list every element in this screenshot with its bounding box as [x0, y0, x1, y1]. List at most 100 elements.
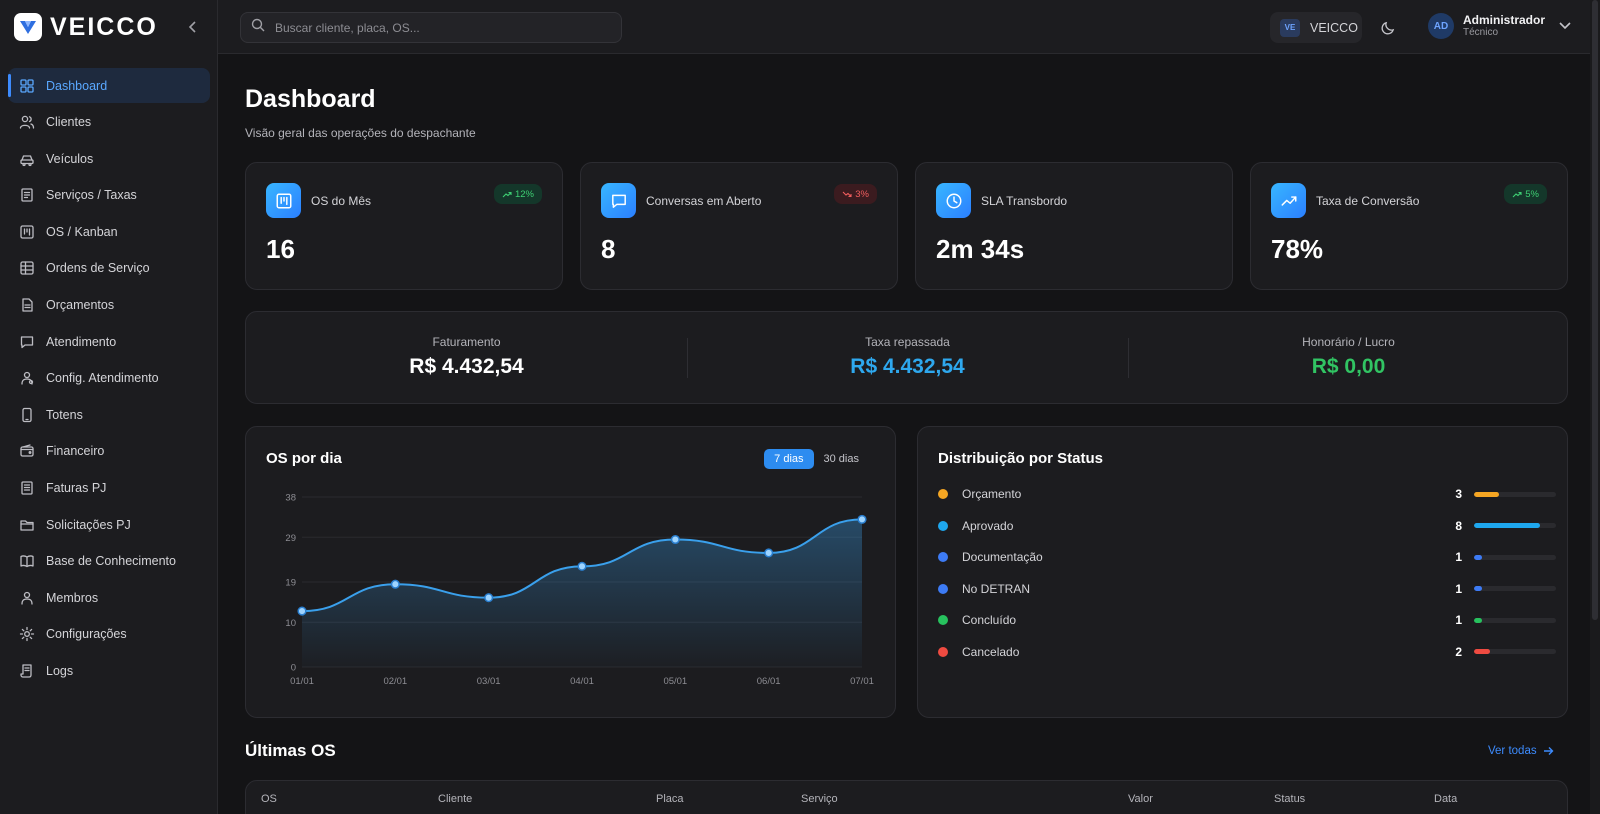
status-dot	[938, 615, 948, 625]
scrollbar-thumb[interactable]	[1592, 0, 1598, 620]
status-count: 8	[1455, 518, 1462, 533]
sidebar-item-label: Ordens de Serviço	[46, 261, 150, 276]
sidebar-item-totens[interactable]: Totens	[8, 397, 210, 432]
status-count: 1	[1455, 613, 1462, 627]
data-point	[670, 534, 680, 545]
sidebar-item-financeiro[interactable]: Financeiro	[8, 434, 210, 469]
sidebar-item-atendimento[interactable]: Atendimento	[8, 324, 210, 359]
column-header-status[interactable]: Status	[1274, 793, 1306, 805]
data-point	[764, 548, 774, 558]
column-header-cliente[interactable]: Cliente	[438, 793, 473, 805]
kpi-card-sla-transbordo: SLA Transbordo 2m 34s	[915, 162, 1233, 290]
sidebar-item-ordens-de-servico[interactable]: Ordens de Serviço	[8, 251, 210, 286]
sidebar-item-logs[interactable]: Logs	[8, 654, 210, 689]
sidebar-item-configuracoes[interactable]: Configurações	[8, 617, 210, 652]
sidebar-item-os-kanban[interactable]: OS / Kanban	[8, 214, 210, 249]
tablet-icon	[18, 406, 36, 424]
avatar: AD	[1428, 13, 1454, 39]
status-count: 2	[1455, 644, 1462, 659]
sidebar-item-solicitacoes-pj[interactable]: Solicitações PJ	[8, 507, 210, 542]
see-all-link[interactable]: Ver todas	[1488, 745, 1554, 757]
y-tick-label: 10	[285, 618, 296, 629]
kanban-icon	[266, 183, 301, 218]
users-icon	[18, 113, 36, 131]
status-bar	[1474, 491, 1556, 497]
user-name: Administrador	[1463, 13, 1546, 27]
chevron-down-icon[interactable]	[1559, 17, 1571, 35]
x-tick-label: 01/01	[290, 676, 314, 687]
invoice-icon	[18, 479, 36, 497]
trend-up-icon	[502, 191, 512, 198]
user-menu[interactable]: AD Administrador Técnico	[1428, 13, 1571, 39]
car-icon	[18, 150, 36, 168]
data-point	[577, 561, 587, 571]
members-icon	[18, 589, 36, 607]
table-icon	[18, 259, 36, 277]
finance-divider	[1128, 338, 1129, 378]
sidebar-item-dashboard[interactable]: Dashboard	[8, 68, 210, 103]
book-icon	[18, 552, 36, 570]
org-switcher[interactable]: VE VEICCO	[1270, 12, 1362, 43]
status-row-no-detran: No DETRAN 1	[938, 579, 1556, 599]
sidebar-item-base-de-conhecimento[interactable]: Base de Conhecimento	[8, 544, 210, 579]
range-toggle: 7 dias 30 dias	[764, 449, 869, 469]
trend-down-icon	[842, 191, 852, 198]
sidebar-item-label: Config. Atendimento	[46, 371, 159, 386]
page-title: Dashboard	[245, 85, 376, 113]
finance-value: R$ 4.432,54	[850, 355, 965, 378]
x-tick-label: 07/01	[850, 676, 874, 687]
sidebar-item-veiculos[interactable]: Veículos	[8, 141, 210, 176]
status-bar-fill	[1474, 617, 1483, 623]
collapse-sidebar-icon[interactable]	[184, 17, 202, 37]
status-bar-fill	[1474, 523, 1540, 528]
recent-os-title: Últimas OS	[245, 741, 336, 760]
column-header-os[interactable]: OS	[261, 793, 277, 805]
sidebar-item-label: Serviços / Taxas	[46, 188, 137, 203]
sidebar-item-label: Clientes	[46, 115, 92, 130]
sidebar-item-label: Configurações	[46, 627, 127, 642]
os-per-day-chart: 0 10 19 29 38 01/01 02/01 03/01 04/01 05/01 06/01 0…	[285, 493, 874, 688]
trend-value: 12%	[514, 188, 534, 200]
kanban-icon	[18, 223, 36, 241]
y-tick-label: 38	[285, 493, 296, 504]
column-header-servico[interactable]: Serviço	[801, 793, 838, 805]
status-row-documentacao: Documentação 1	[938, 547, 1556, 567]
search-box[interactable]	[240, 12, 622, 43]
sidebar: VEICCO Dashboard Clientes Veículos Serviços…	[0, 0, 218, 814]
kpi-card-os-do-mes: OS do Mês 16 12%	[245, 162, 563, 290]
moon-icon[interactable]	[1378, 17, 1398, 37]
status-row-concluido: Concluído 1	[938, 610, 1556, 630]
os-per-day-card: OS por dia 7 dias 30 dias 0 10 19 29 38 01/01…	[245, 426, 896, 718]
status-bar-fill	[1474, 586, 1483, 591]
sidebar-item-servicos-taxas[interactable]: Serviços / Taxas	[8, 178, 210, 213]
sidebar-item-membros[interactable]: Membros	[8, 580, 210, 615]
status-label: Concluído	[962, 613, 1017, 627]
column-header-placa[interactable]: Placa	[656, 793, 684, 805]
kpi-value: 2m 34s	[936, 234, 1025, 264]
sidebar-item-label: Dashboard	[46, 78, 108, 93]
x-tick-label: 05/01	[663, 676, 687, 687]
range-30-days[interactable]: 30 dias	[823, 453, 859, 465]
status-title: Distribuição por Status	[938, 450, 1104, 467]
trend-value: 5%	[1525, 188, 1539, 200]
sidebar-item-orcamentos[interactable]: Orçamentos	[8, 288, 210, 323]
y-tick-label: 29	[285, 533, 296, 544]
data-point	[484, 593, 494, 603]
search-input[interactable]	[275, 20, 595, 35]
data-point	[857, 514, 867, 524]
range-7-days[interactable]: 7 dias	[764, 449, 814, 469]
x-tick-label: 02/01	[383, 676, 407, 687]
sidebar-item-label: Orçamentos	[46, 298, 115, 313]
page-scrollbar[interactable]	[1590, 0, 1600, 814]
status-bar	[1474, 649, 1556, 654]
status-dot	[938, 520, 948, 531]
sidebar-item-clientes[interactable]: Clientes	[8, 105, 210, 140]
column-header-valor[interactable]: Valor	[1128, 793, 1153, 805]
sidebar-item-config-atendimento[interactable]: Config. Atendimento	[8, 361, 210, 396]
trend-badge: 3%	[834, 184, 877, 204]
sidebar-item-label: Solicitações PJ	[46, 517, 131, 532]
recent-os-table: OS Cliente Placa Serviço Valor Status Data	[245, 780, 1568, 814]
x-tick-label: 06/01	[757, 676, 781, 687]
sidebar-item-faturas-pj[interactable]: Faturas PJ	[8, 471, 210, 506]
column-header-data[interactable]: Data	[1434, 793, 1458, 805]
